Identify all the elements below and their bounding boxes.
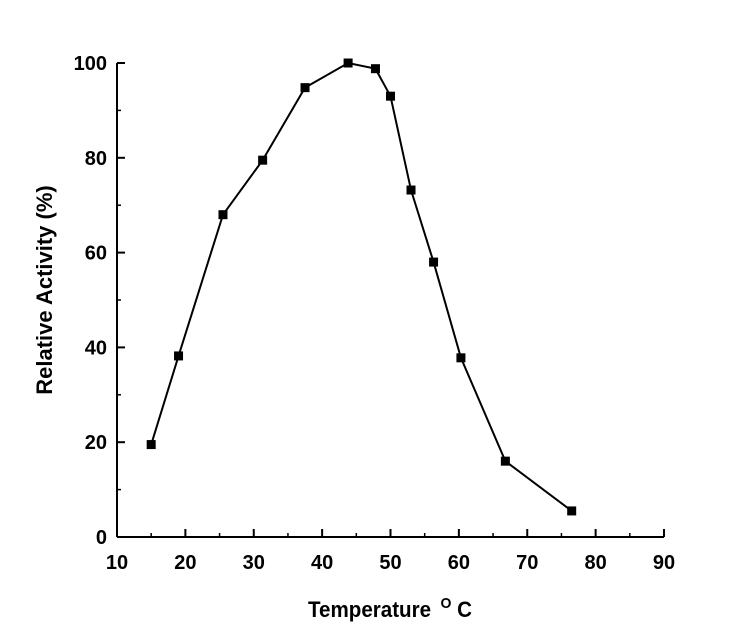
data-point bbox=[500, 456, 510, 466]
x-tick-label: 20 bbox=[174, 552, 196, 574]
x-tick-label: 50 bbox=[379, 552, 401, 574]
data-point bbox=[406, 185, 416, 195]
x-axis-title-unit-sup: O bbox=[441, 595, 452, 612]
y-tick-label: 40 bbox=[85, 337, 107, 359]
x-tick-label: 80 bbox=[585, 552, 607, 574]
y-tick-label: 100 bbox=[74, 53, 107, 75]
x-axis-title-text: Temperature bbox=[308, 597, 431, 622]
y-tick-label: 0 bbox=[96, 527, 107, 549]
series-line bbox=[150, 61, 573, 512]
x-tick-label: 40 bbox=[311, 552, 333, 574]
x-tick-label: 60 bbox=[448, 552, 470, 574]
data-point bbox=[456, 353, 466, 363]
data-point bbox=[300, 83, 310, 93]
data-point bbox=[386, 91, 395, 101]
data-point bbox=[174, 351, 184, 361]
axes bbox=[116, 63, 664, 538]
x-axis-title-unit: C bbox=[457, 597, 472, 622]
series bbox=[146, 58, 577, 516]
x-tick-label: 10 bbox=[106, 552, 128, 574]
x-tick-label: 90 bbox=[653, 552, 675, 574]
y-axis-title: Relative Activity (%) bbox=[32, 185, 57, 394]
data-point bbox=[218, 210, 228, 220]
data-point bbox=[258, 155, 268, 165]
y-tick-label: 80 bbox=[85, 148, 107, 170]
x-axis-title: Temperature O C bbox=[308, 588, 472, 622]
tick-labels: 10 20 30 40 50 60 70 80 90 0 20 40 60 80 100 bbox=[74, 53, 676, 574]
x-tick-label: 30 bbox=[243, 552, 265, 574]
y-tick-label: 20 bbox=[85, 432, 107, 454]
x-tick-label: 70 bbox=[516, 552, 538, 574]
data-point bbox=[146, 440, 156, 450]
y-tick-label: 60 bbox=[85, 243, 107, 265]
data-point bbox=[567, 506, 577, 516]
ticks bbox=[116, 62, 665, 538]
data-point bbox=[343, 58, 353, 68]
data-point bbox=[370, 64, 380, 74]
data-point bbox=[429, 257, 439, 267]
